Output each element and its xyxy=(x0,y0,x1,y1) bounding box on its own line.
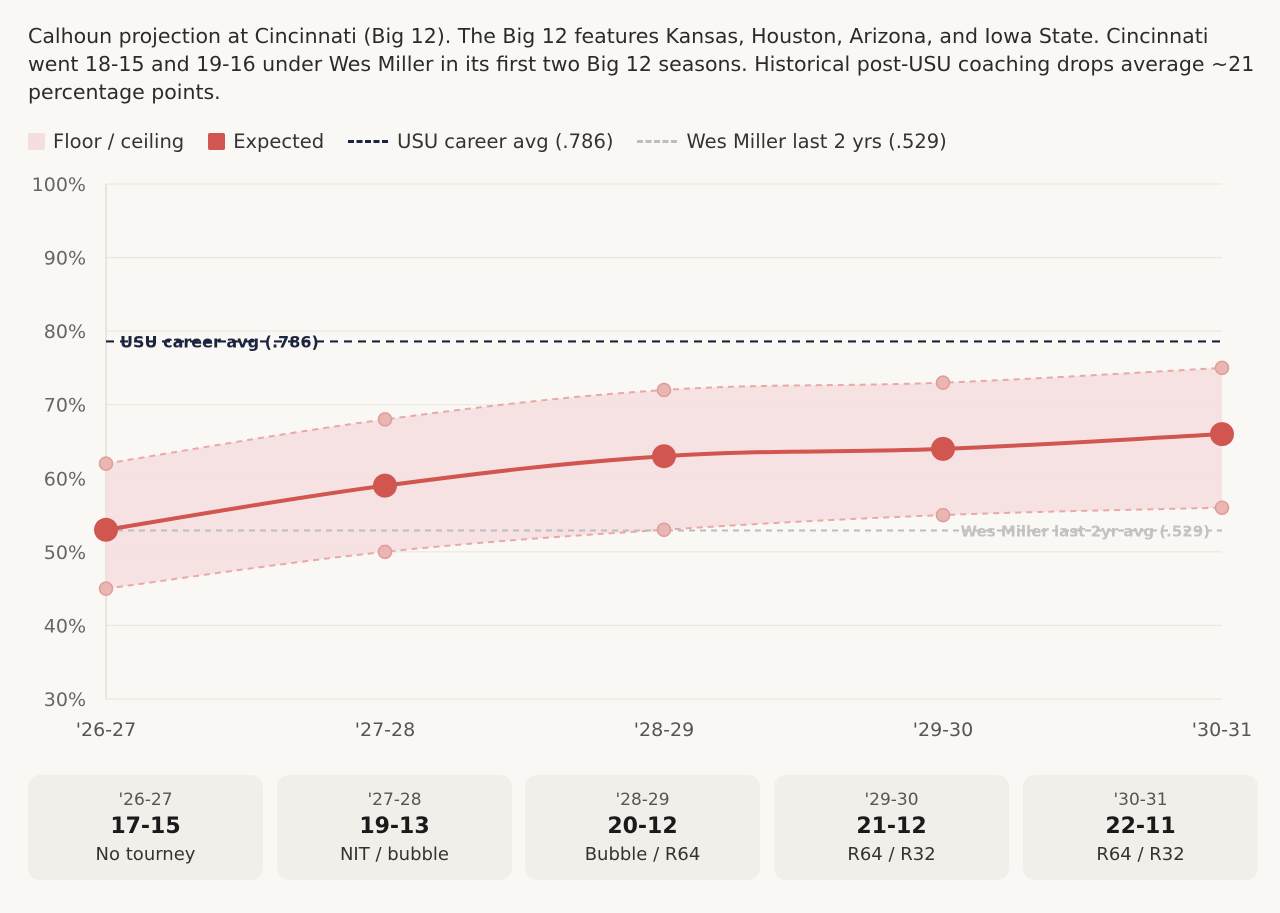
legend-swatch-band xyxy=(28,132,45,150)
floor-point xyxy=(377,544,393,560)
legend-swatch-miller-dash xyxy=(637,139,678,143)
ceiling-point xyxy=(656,382,672,398)
card-season: '27-28 xyxy=(367,790,422,810)
y-tick-label: 100% xyxy=(32,174,86,196)
legend-label: Expected xyxy=(233,129,325,153)
legend-label: Floor / ceiling xyxy=(53,129,185,153)
card-outcome: NIT / bubble xyxy=(339,844,450,865)
season-card: '26-27 17-15 No tourney xyxy=(28,775,263,880)
ceiling-point xyxy=(935,375,951,390)
card-outcome: No tourney xyxy=(95,844,196,865)
card-record: 21-12 xyxy=(856,814,927,839)
chart-legend: Floor / ceiling Expected USU career avg … xyxy=(28,127,971,155)
legend-item-usu-avg: USU career avg (.786) xyxy=(348,130,613,153)
x-tick-label: '27-28 xyxy=(355,719,415,741)
legend-item-expected: Expected xyxy=(208,130,324,153)
expected-point xyxy=(94,517,118,542)
card-record: 20-12 xyxy=(607,814,678,839)
card-record: 22-11 xyxy=(1105,814,1176,839)
season-card: '30-31 22-11 R64 / R32 xyxy=(1023,775,1258,880)
y-tick-label: 40% xyxy=(44,615,86,637)
x-tick-label: '29-30 xyxy=(913,719,973,741)
chart-caption: Calhoun projection at Cincinnati (Big 12… xyxy=(28,24,1255,104)
floor-point xyxy=(656,522,672,538)
legend-swatch-expected xyxy=(208,132,226,150)
ceiling-point xyxy=(377,412,393,427)
y-tick-label: 50% xyxy=(44,542,86,564)
floor-point xyxy=(98,581,114,596)
x-tick-label: '26-27 xyxy=(76,719,136,741)
season-card: '27-28 19-13 NIT / bubble xyxy=(277,775,512,880)
win-pct-chart: 30% 40% 50% 60% 70% 80% 90% 100% '26-27 '27-28 '28… xyxy=(32,174,1253,741)
expected-point xyxy=(652,444,676,469)
card-outcome: R64 / R32 xyxy=(847,844,936,865)
expected-point xyxy=(373,473,397,498)
floor-point xyxy=(935,507,951,523)
card-record: 17-15 xyxy=(110,814,181,839)
legend-label: Wes Miller last 2 yrs (.529) xyxy=(686,129,947,153)
y-tick-label: 60% xyxy=(44,468,86,490)
card-season: '30-31 xyxy=(1113,790,1168,810)
floor-point xyxy=(1214,500,1230,515)
season-card: '29-30 21-12 R64 / R32 xyxy=(774,775,1009,880)
legend-label: USU career avg (.786) xyxy=(397,129,614,153)
y-tick-label: 70% xyxy=(44,395,86,417)
floor-ceiling-band xyxy=(106,367,1222,589)
usu-avg-label: USU career avg (.786) xyxy=(120,332,319,351)
x-tick-label: '30-31 xyxy=(1192,719,1252,741)
legend-item-floor-ceiling: Floor / ceiling xyxy=(28,130,184,153)
expected-point xyxy=(1210,422,1234,447)
card-season: '28-29 xyxy=(615,790,670,810)
expected-point xyxy=(931,436,955,461)
card-season: '26-27 xyxy=(118,790,173,810)
card-outcome: R64 / R32 xyxy=(1096,844,1185,865)
card-outcome: Bubble / R64 xyxy=(584,844,701,865)
y-tick-label: 80% xyxy=(44,321,86,343)
card-record: 19-13 xyxy=(359,814,430,839)
y-tick-label: 30% xyxy=(44,689,86,711)
miller-avg-label: Wes Miller last 2yr avg (.529) xyxy=(961,523,1210,541)
card-season: '29-30 xyxy=(864,790,919,810)
season-cards: '26-27 17-15 No tourney '27-28 19-13 NIT… xyxy=(28,775,1258,880)
ceiling-point xyxy=(98,456,114,471)
season-card: '28-29 20-12 Bubble / R64 xyxy=(525,775,760,880)
ceiling-point xyxy=(1214,360,1230,376)
legend-swatch-usu-dash xyxy=(348,139,389,143)
x-tick-label: '28-29 xyxy=(634,719,694,741)
y-tick-label: 90% xyxy=(44,248,86,270)
legend-item-miller-avg: Wes Miller last 2 yrs (.529) xyxy=(637,129,947,153)
